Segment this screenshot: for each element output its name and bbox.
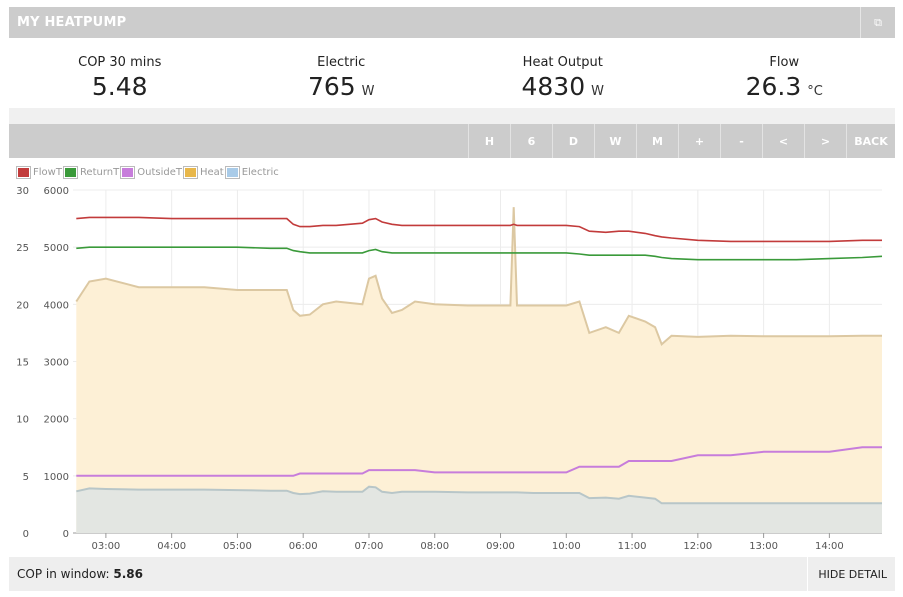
cop-window-stat: COP in window: 5.86 — [9, 567, 807, 581]
x-tick-label: 08:00 — [420, 541, 449, 552]
x-tick-label: 10:00 — [552, 541, 581, 552]
y-left-tick-label: 0 — [23, 529, 29, 540]
x-tick-label: 11:00 — [618, 541, 647, 552]
legend-swatch — [182, 166, 198, 179]
range-hour-button[interactable]: H — [468, 124, 510, 158]
stat-heat-number: 4830 — [521, 72, 586, 101]
time-range-buttons: H 6 D W M + - < > BACK — [468, 124, 895, 158]
x-tick-label: 09:00 — [486, 541, 515, 552]
app-title: MY HEATPUMP — [17, 15, 127, 30]
series-returnt-line — [76, 246, 883, 261]
x-tick-label: 06:00 — [289, 541, 318, 552]
stat-flow-label: Flow — [769, 55, 800, 70]
y-right-tick-label: 0 — [63, 529, 69, 540]
series-electric-area — [76, 486, 883, 533]
y-left-tick-label: 20 — [16, 300, 29, 311]
y-right-tick-label: 4000 — [44, 300, 69, 311]
stat-heat-label: Heat Output — [522, 55, 603, 70]
x-tick-label: 05:00 — [223, 541, 252, 552]
pan-right-button[interactable]: > — [804, 124, 846, 158]
chart-footer: COP in window: 5.86 HIDE DETAIL — [9, 557, 895, 591]
legend-item-electric[interactable]: Electric — [224, 166, 279, 179]
stat-electric-label: Electric — [317, 55, 366, 70]
stat-flow-number: 26.3 — [745, 72, 802, 101]
x-tick-label: 03:00 — [91, 541, 120, 552]
cop-window-value: 5.86 — [113, 567, 143, 581]
legend-item-returnt[interactable]: ReturnT — [62, 166, 120, 179]
legend-swatch — [16, 166, 31, 179]
legend-swatch — [62, 166, 78, 179]
y-right-tick-label: 1000 — [44, 472, 69, 483]
y-left-tick-label: 5 — [23, 472, 29, 483]
series-electric-line — [76, 485, 882, 505]
stat-electric-number: 765 — [307, 72, 356, 101]
y-right-tick-label: 2000 — [44, 415, 69, 426]
range-day-button[interactable]: D — [552, 124, 594, 158]
stats-panel: COP 30 mins 5.48 Electric 765 W Heat Outp… — [9, 38, 895, 108]
series-heat-line — [75, 207, 882, 346]
y-left-tick-label: 10 — [16, 415, 29, 426]
legend-item-flowt[interactable]: FlowT — [16, 166, 62, 179]
range-month-button[interactable]: M — [636, 124, 678, 158]
stat-heat-value: 4830 W — [452, 72, 674, 107]
zoom-out-button[interactable]: - — [720, 124, 762, 158]
range-week-button[interactable]: W — [594, 124, 636, 158]
legend-label: OutsideT — [137, 167, 182, 178]
chart-legend: FlowT ReturnT OutsideT Heat Electric — [16, 166, 281, 179]
y-right-tick-label: 5000 — [44, 243, 69, 254]
legend-label: Heat — [199, 167, 224, 178]
y-left-tick-label: 30 — [16, 186, 29, 197]
x-tick-label: 14:00 — [815, 541, 844, 552]
stat-flow-unit: °C — [807, 84, 823, 99]
chart-area[interactable]: 0 0 5 1000 10 2000 15 3000 20 4000 25 5000 30 6000 03:… — [9, 158, 895, 556]
x-tick-label: 12:00 — [683, 541, 712, 552]
legend-swatch — [224, 166, 240, 179]
stat-flow: Flow 26.3 °C — [674, 38, 896, 108]
legend-label: FlowT — [33, 167, 62, 178]
series-outsidet-line — [76, 446, 882, 477]
range-6h-button[interactable]: 6 — [510, 124, 552, 158]
app-titlebar: MY HEATPUMP ⧉ — [9, 7, 895, 38]
x-tick-label: 04:00 — [157, 541, 186, 552]
heatpump-chart[interactable]: 0 0 5 1000 10 2000 15 3000 20 4000 25 5000 30 6000 03:… — [9, 158, 895, 556]
pan-left-button[interactable]: < — [762, 124, 804, 158]
back-button[interactable]: BACK — [846, 124, 895, 158]
series-flowt-line — [76, 216, 882, 243]
stat-heat-unit: W — [591, 84, 604, 99]
stat-cop-value: 5.48 — [9, 72, 231, 102]
stat-electric: Electric 765 W — [231, 38, 453, 108]
legend-item-heat[interactable]: Heat — [182, 166, 224, 179]
zoom-in-button[interactable]: + — [678, 124, 720, 158]
y-right-tick-label: 3000 — [44, 358, 69, 369]
y-left-tick-label: 25 — [16, 243, 29, 254]
external-link-icon[interactable]: ⧉ — [860, 7, 895, 38]
y-right-tick-label: 6000 — [44, 186, 69, 197]
x-tick-label: 07:00 — [355, 541, 384, 552]
legend-swatch — [120, 166, 136, 179]
stat-flow-value: 26.3 °C — [674, 72, 896, 107]
section-divider — [9, 108, 895, 124]
x-tick-label: 13:00 — [749, 541, 778, 552]
stat-cop-number: 5.48 — [91, 72, 148, 101]
legend-label: ReturnT — [79, 167, 120, 178]
chart-toolbar: H 6 D W M + - < > BACK — [9, 124, 895, 158]
stat-cop: COP 30 mins 5.48 — [9, 38, 231, 108]
stat-electric-unit: W — [361, 84, 375, 99]
y-left-tick-label: 15 — [16, 358, 29, 369]
cop-window-label: COP in window: — [17, 567, 110, 581]
hide-detail-button[interactable]: HIDE DETAIL — [807, 557, 895, 591]
legend-label: Electric — [241, 167, 279, 178]
stat-electric-value: 765 W — [231, 72, 453, 107]
series-heat-area — [76, 207, 883, 533]
stat-cop-label: COP 30 mins — [78, 55, 162, 70]
legend-item-outsidet[interactable]: OutsideT — [120, 166, 182, 179]
stat-heat-output: Heat Output 4830 W — [452, 38, 674, 108]
